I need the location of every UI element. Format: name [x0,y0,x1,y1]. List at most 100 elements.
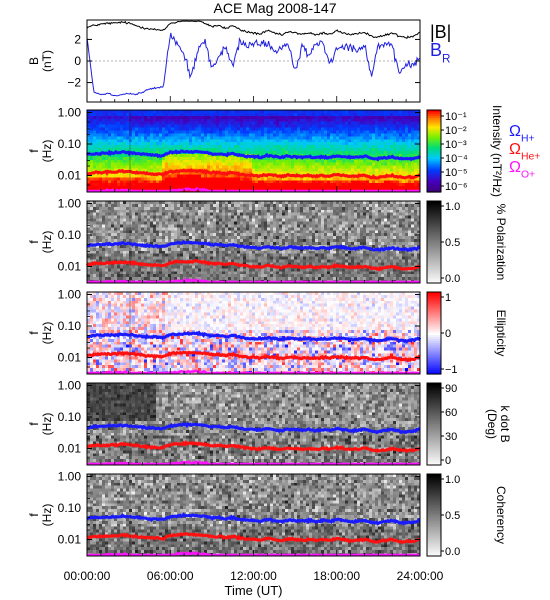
colorbar-label-line: k dot B [498,405,512,442]
colorbar-cell [427,153,441,156]
colorbar-cell [427,359,441,363]
y-tick-label: 1.00 [58,378,82,392]
kdotb-colorbar [426,382,444,466]
colorbar-cell [427,480,441,483]
colorbar-cell [427,248,441,251]
colorbar-label: % Polarization [494,204,508,281]
colorbar-cell [427,207,441,210]
y-tick-label: 0.10 [58,137,82,151]
colorbar-cell [427,407,441,411]
colorbar-cell [427,314,441,318]
colorbar-cell [427,490,441,494]
colorbar-cell [427,252,441,255]
colorbar-cell [427,294,441,297]
colorbar-cell [427,165,441,168]
y-axis-label-f: f(Hz) [27,322,54,345]
colorbar-cell [427,203,441,206]
colorbar-cell [427,155,441,158]
colorbar-cell [427,237,441,241]
colorbar-cell [427,428,441,431]
colorbar-tick-label: 60 [445,407,457,419]
colorbar-cell [427,163,441,166]
colorbar-cell [427,456,441,460]
colorbar-cell [427,553,441,557]
colorbar-cell [427,512,441,516]
polarization-heatmap [87,201,420,283]
coherency-colorbar [426,473,444,557]
gyro-line-he [86,168,421,180]
colorbar-cell [427,316,441,320]
colorbar-label: Coherency [494,486,508,544]
colorbar-frame [426,382,442,466]
colorbar-cell [427,242,441,245]
colorbar-cell [427,365,441,369]
colorbar-cell [427,448,441,452]
colorbar-cell [427,523,441,526]
colorbar-cell [427,405,441,409]
colorbar-cell [427,494,441,498]
colorbar-cell [427,539,441,543]
colorbar-cell [427,217,441,221]
colorbar-cell [427,270,441,274]
y-axis-label-f: f(Hz) [27,140,54,163]
colorbar-tick-label: 1.0 [445,474,460,486]
colorbar-cell [427,415,441,419]
colorbar-cell [427,181,441,185]
colorbar-cell [427,151,441,154]
legend-b-magnitude: |B| [430,22,451,42]
colorbar-cell [427,515,441,518]
colorbar-tick-label: 0.5 [445,237,460,249]
gyro-line-h [86,512,421,526]
gyro-line-he [86,350,421,363]
colorbar-cell [427,138,441,142]
y-tick-label: 0.10 [58,228,82,242]
colorbar-cell [427,262,441,266]
y-axis-label-f-line1: f [27,513,41,517]
colorbar-cell [427,239,441,243]
colorbar-cell [427,335,441,338]
colorbar-cell [427,179,441,183]
colorbar-cell [427,496,441,500]
colorbar-cell [427,308,441,312]
colorbar-tick-label: 0 [445,328,451,340]
colorbar-cell [427,318,441,322]
colorbar-cell [427,140,441,144]
colorbar-cell [427,440,441,444]
colorbar-cell [427,458,441,462]
colorbar-cell [427,130,441,134]
colorbar-cell [427,500,441,504]
y-axis-label-b: B(nT) [27,50,54,72]
colorbar-cell [427,357,441,361]
colorbar-cell [427,266,441,270]
colorbar-cell [427,347,441,350]
y-tick-label: 0.01 [58,442,82,456]
colorbar-cell [427,504,441,508]
colorbar-cell [427,148,441,152]
colorbar-cell [427,395,441,398]
colorbar-label: Intensity (nT²/Hz) [490,105,504,197]
gyro-legend-h-symbol: Ω [509,123,521,140]
colorbar-cell [427,175,441,179]
colorbar-cell [427,519,441,522]
colorbar-cell [427,369,441,373]
y-tick-label: −2 [67,76,81,90]
colorbar-cell [427,219,441,223]
colorbar-tick-label: 10⁻⁴ [445,153,468,165]
x-tick-label: 00:00:00 [64,569,111,583]
y-axis-label-f-line1: f [27,240,41,244]
gyro-line-he [86,532,421,545]
colorbar-cell [427,430,441,433]
colorbar-cell [427,310,441,314]
colorbar-cell [427,114,441,117]
colorbar-cell [427,434,441,437]
colorbar-cell [427,444,441,448]
y-axis-label-f-line1: f [27,331,41,335]
kdotb-heatmap [87,383,420,465]
colorbar-cell [427,274,441,278]
y-axis-label-f-line2: (Hz) [40,504,54,527]
y-axis-label-f: f(Hz) [27,413,54,436]
colorbar-cell [427,387,441,390]
colorbar-cell [427,498,441,502]
colorbar-cell [427,171,441,175]
